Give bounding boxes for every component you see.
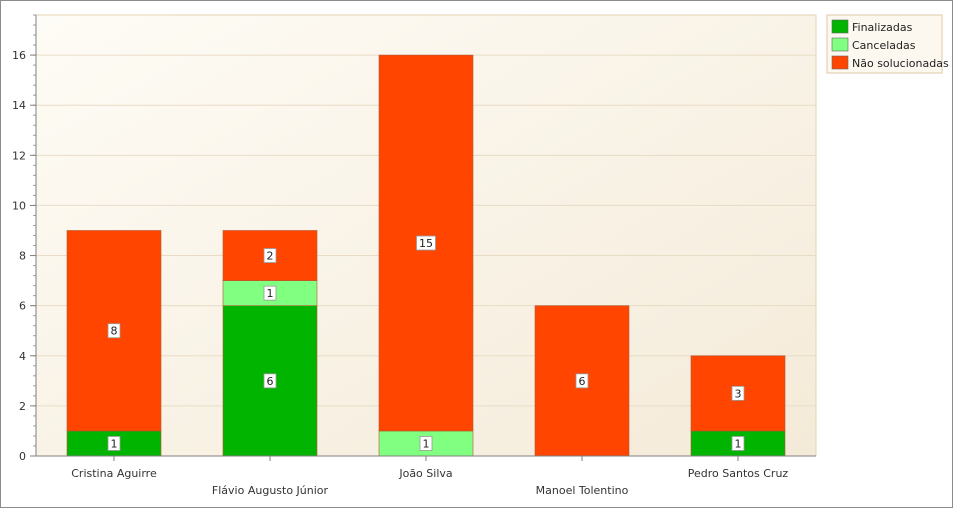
y-tick-label: 10	[12, 199, 26, 212]
legend-label: Finalizadas	[852, 21, 913, 34]
data-label-box	[263, 285, 277, 301]
y-tick-label: 0	[19, 450, 26, 463]
data-label-box	[416, 235, 436, 251]
y-tick-label: 12	[12, 149, 26, 162]
x-tick-label: Flávio Augusto Júnior	[212, 484, 329, 497]
data-label: 1	[267, 287, 274, 300]
data-label-box	[731, 436, 745, 451]
y-tick-label: 14	[12, 99, 26, 112]
data-label-box	[419, 436, 433, 451]
data-label: 6	[579, 375, 586, 388]
y-tick-label: 16	[12, 49, 26, 62]
legend-swatch	[831, 37, 849, 52]
x-tick-label: Cristina Aguirre	[71, 467, 157, 480]
legend-label: Canceladas	[852, 39, 916, 52]
legend: Finalizadas Canceladas Não solucionadas	[826, 14, 949, 74]
data-label-box	[263, 373, 277, 389]
data-label: 1	[111, 437, 118, 450]
y-tick-label: 4	[19, 350, 26, 363]
data-label: 1	[735, 437, 742, 450]
bars: 1 8 6 1 2 1 15 6 1 3	[66, 54, 786, 457]
legend-swatch	[831, 19, 849, 34]
data-label: 1	[423, 437, 430, 450]
data-label-box	[731, 385, 745, 401]
y-tick-label: 8	[19, 250, 26, 263]
data-label: 15	[419, 237, 433, 250]
legend-swatch	[831, 55, 849, 70]
data-label-box	[107, 323, 121, 339]
data-label: 6	[267, 375, 274, 388]
x-tick-label: João Silva	[398, 467, 452, 480]
y-tick-label: 6	[19, 300, 26, 313]
data-label: 2	[267, 250, 274, 263]
data-label-box	[263, 248, 277, 263]
x-tick-label: Manoel Tolentino	[536, 484, 629, 497]
data-label-box	[107, 436, 121, 451]
y-tick-label: 2	[19, 400, 26, 413]
data-label: 3	[735, 387, 742, 400]
x-tick-label: Pedro Santos Cruz	[688, 467, 789, 480]
data-label-box	[575, 373, 589, 389]
data-label: 8	[111, 325, 118, 338]
legend-label: Não solucionadas	[852, 57, 949, 70]
